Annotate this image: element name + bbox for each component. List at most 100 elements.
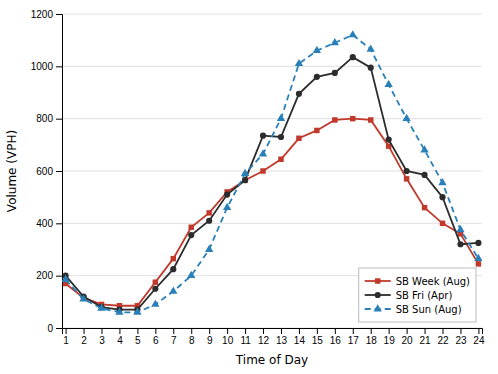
tick: 9 <box>207 328 213 346</box>
marker <box>314 128 319 133</box>
marker <box>97 304 105 311</box>
tick: 20 <box>402 328 414 346</box>
marker <box>456 225 464 232</box>
series-line <box>66 119 479 306</box>
marker <box>350 54 356 60</box>
tick-label: 1000 <box>31 61 54 72</box>
marker <box>187 271 195 278</box>
chart: 1234567891011121314151617181920212223240… <box>0 0 498 374</box>
tick: 1000 <box>31 61 62 72</box>
tick-label: 1 <box>63 335 69 346</box>
marker <box>206 210 211 215</box>
tick-mark <box>317 328 318 334</box>
tick-label: 1200 <box>31 9 54 20</box>
tick: 400 <box>36 218 62 229</box>
tick: 3 <box>99 328 105 346</box>
tick-label: 18 <box>366 335 378 346</box>
marker <box>242 177 248 183</box>
tick-mark <box>460 328 461 334</box>
tick-label: 19 <box>384 335 396 346</box>
tick-mark <box>101 328 102 334</box>
marker <box>278 156 283 161</box>
tick: 15 <box>312 328 324 346</box>
tick-mark <box>245 328 246 334</box>
tick-mark <box>66 328 67 334</box>
marker <box>152 286 158 292</box>
tick-mark <box>56 276 62 277</box>
tick-mark <box>407 328 408 334</box>
grid-line <box>62 223 482 224</box>
marker <box>368 65 374 71</box>
marker <box>153 279 158 284</box>
tick: 0 <box>47 323 62 334</box>
grid-line <box>62 14 482 15</box>
tick-mark <box>263 328 264 334</box>
tick-mark <box>56 223 62 224</box>
tick: 1200 <box>31 9 62 20</box>
marker <box>404 168 410 174</box>
tick-label: 800 <box>36 113 53 124</box>
tick-label: 11 <box>240 335 251 346</box>
marker <box>188 232 194 238</box>
y-axis-title: Volume (VPH) <box>5 130 19 212</box>
tick-mark <box>353 328 354 334</box>
tick: 2 <box>81 328 87 346</box>
tick: 4 <box>117 328 123 346</box>
legend-marker <box>374 304 382 311</box>
axis-line <box>56 15 63 329</box>
marker <box>260 133 266 139</box>
marker <box>367 45 375 52</box>
tick-label: 0 <box>47 323 53 334</box>
tick-label: 20 <box>402 335 414 346</box>
marker <box>133 307 141 314</box>
tick-mark <box>56 66 62 67</box>
legend-marker <box>375 292 381 298</box>
tick-label: 23 <box>455 335 467 346</box>
marker <box>402 114 410 121</box>
marker <box>169 287 177 294</box>
tick-label: 16 <box>330 335 342 346</box>
marker <box>170 266 176 272</box>
legend: SB Week (Aug)SB Fri (Apr)SB Sun (Aug) <box>359 268 476 322</box>
tick-mark <box>155 328 156 334</box>
legend-marker <box>375 278 380 283</box>
marker <box>476 261 481 266</box>
marker <box>385 80 393 87</box>
tick-label: 14 <box>294 335 306 346</box>
tick-label: 21 <box>420 335 432 346</box>
tick: 7 <box>171 328 177 346</box>
marker <box>115 307 123 314</box>
marker <box>421 172 427 178</box>
marker <box>296 136 301 141</box>
tick-label: 200 <box>36 270 53 281</box>
marker <box>422 205 427 210</box>
marker <box>475 240 481 246</box>
grid <box>62 14 482 328</box>
tick-mark <box>173 328 174 334</box>
y-axis: 020040060080010001200 <box>31 9 63 334</box>
marker <box>331 38 339 45</box>
tick: 21 <box>420 328 432 346</box>
marker <box>260 168 265 173</box>
grid-line <box>62 171 482 172</box>
tick-label: 7 <box>171 335 177 346</box>
tick: 5 <box>135 328 141 346</box>
tick-label: 4 <box>117 335 123 346</box>
legend-label: SB Sun (Aug) <box>396 304 462 315</box>
tick-label: 10 <box>222 335 234 346</box>
marker <box>242 177 247 182</box>
tick-mark <box>371 328 372 334</box>
tick-mark <box>299 328 300 334</box>
marker <box>224 191 230 197</box>
marker <box>278 134 284 140</box>
tick-mark <box>443 328 444 334</box>
marker <box>296 91 302 97</box>
tick-mark <box>56 171 62 172</box>
marker <box>332 117 337 122</box>
tick-label: 17 <box>348 335 360 346</box>
marker <box>171 256 176 261</box>
tick-mark <box>84 328 85 334</box>
marker <box>79 294 87 301</box>
tick: 12 <box>258 328 270 346</box>
x-axis-title: Time of Day <box>235 353 308 367</box>
